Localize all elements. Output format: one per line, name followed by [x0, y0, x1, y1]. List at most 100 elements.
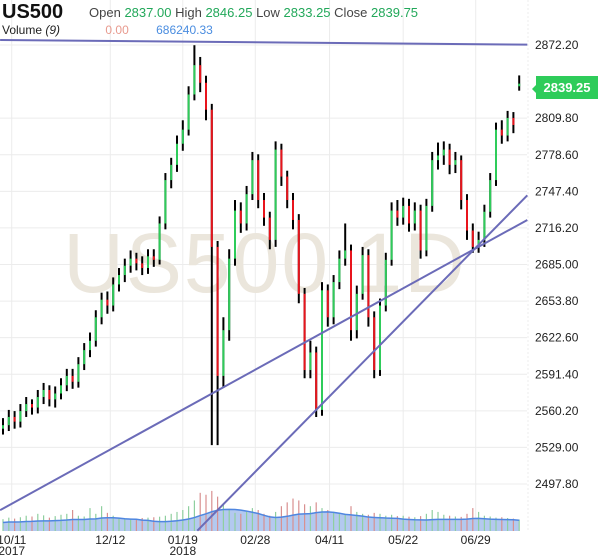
candle	[152, 249, 155, 267]
candle-body	[89, 340, 91, 351]
candle	[315, 346, 318, 417]
candle-body	[13, 416, 16, 422]
trendline	[0, 38, 528, 46]
candle	[135, 252, 138, 271]
candle-body	[25, 404, 28, 412]
x-tick-label: 02/28	[240, 533, 270, 547]
volume-ma-area	[3, 509, 520, 531]
candle	[338, 250, 341, 290]
candle-body	[274, 149, 277, 240]
candle-body	[390, 210, 393, 260]
x-tick-label: 06/29	[461, 533, 491, 547]
candle	[83, 343, 86, 371]
y-tick-label: 2653.80	[535, 294, 579, 308]
candle-body	[373, 317, 376, 371]
volume-readout: Volume (9) 0.00 686240.33	[2, 23, 213, 37]
candle	[419, 204, 422, 259]
candle-body	[413, 210, 416, 224]
trendline	[196, 194, 529, 532]
candle-body	[234, 210, 236, 259]
candle-body	[216, 246, 219, 376]
price-axis[interactable]: 2872.20 2809.80 2778.60 2747.40 2716.20 2685.…	[535, 38, 579, 491]
candle	[181, 120, 184, 151]
candle-body	[396, 210, 399, 218]
grid	[0, 0, 529, 531]
current-price-badge: 2839.25	[532, 76, 598, 99]
candle-body	[500, 129, 503, 136]
candle	[158, 216, 161, 265]
x-tick-year: 2018	[169, 544, 196, 558]
candle-body	[106, 299, 109, 306]
candle-body	[263, 200, 265, 218]
candle	[379, 298, 381, 376]
candle-body	[431, 160, 434, 206]
candle-body	[355, 293, 358, 331]
candle-body	[454, 160, 457, 165]
candle	[350, 244, 352, 341]
candle-body	[338, 258, 341, 283]
trendlines[interactable]	[0, 38, 529, 532]
candle-body	[309, 352, 312, 371]
candle-body	[326, 290, 329, 318]
candle	[442, 141, 445, 165]
candle	[495, 122, 497, 186]
y-tick-label: 2685.00	[535, 258, 579, 272]
candle-body	[19, 411, 22, 422]
candle-body	[332, 282, 335, 318]
candle	[367, 249, 370, 327]
candle	[239, 202, 242, 233]
candle	[65, 368, 68, 392]
candle	[19, 404, 22, 428]
candle	[60, 378, 62, 400]
candle-body	[489, 180, 492, 212]
candle	[42, 382, 45, 405]
x-tick-label: 10/11	[0, 533, 27, 547]
open-value: 2837.00	[124, 5, 172, 20]
y-tick-label: 2560.20	[535, 404, 579, 418]
candle	[309, 340, 312, 379]
candle-body	[460, 160, 463, 201]
candle	[437, 142, 439, 170]
candle-body	[350, 250, 352, 331]
candle	[344, 223, 347, 266]
candle-body	[477, 239, 480, 247]
y-tick-label: 2497.80	[535, 477, 579, 491]
candle	[257, 154, 260, 209]
candle-body	[31, 404, 33, 408]
candle	[164, 173, 167, 230]
candle	[71, 368, 74, 389]
symbol-title: US500	[2, 1, 64, 23]
candle	[251, 151, 254, 201]
candle-body	[222, 330, 225, 376]
candle	[205, 75, 207, 121]
candle-body	[54, 393, 57, 400]
candle	[112, 277, 115, 312]
candle	[54, 386, 57, 408]
low-value: 2833.25	[283, 5, 331, 20]
candle-body	[94, 317, 97, 341]
volume-label: Volume	[2, 23, 43, 37]
price-badge-shape	[532, 76, 598, 99]
candle-body	[239, 210, 242, 224]
candle-body	[466, 200, 468, 231]
candle	[141, 256, 144, 276]
candle	[448, 143, 451, 175]
candle-body	[176, 143, 178, 165]
candle-body	[36, 397, 39, 408]
candle-body	[118, 275, 120, 285]
candle-body	[42, 389, 45, 398]
candle	[147, 249, 149, 274]
candle-body	[402, 205, 405, 218]
candle-body	[286, 176, 289, 201]
volume-period: (9)	[45, 23, 61, 37]
candle-body	[199, 65, 202, 83]
candle	[373, 311, 376, 379]
candle-body	[135, 258, 138, 264]
candle-body	[193, 65, 196, 95]
candle	[13, 411, 16, 429]
candle	[106, 291, 109, 314]
candle-body	[419, 210, 422, 251]
candle	[512, 112, 515, 134]
